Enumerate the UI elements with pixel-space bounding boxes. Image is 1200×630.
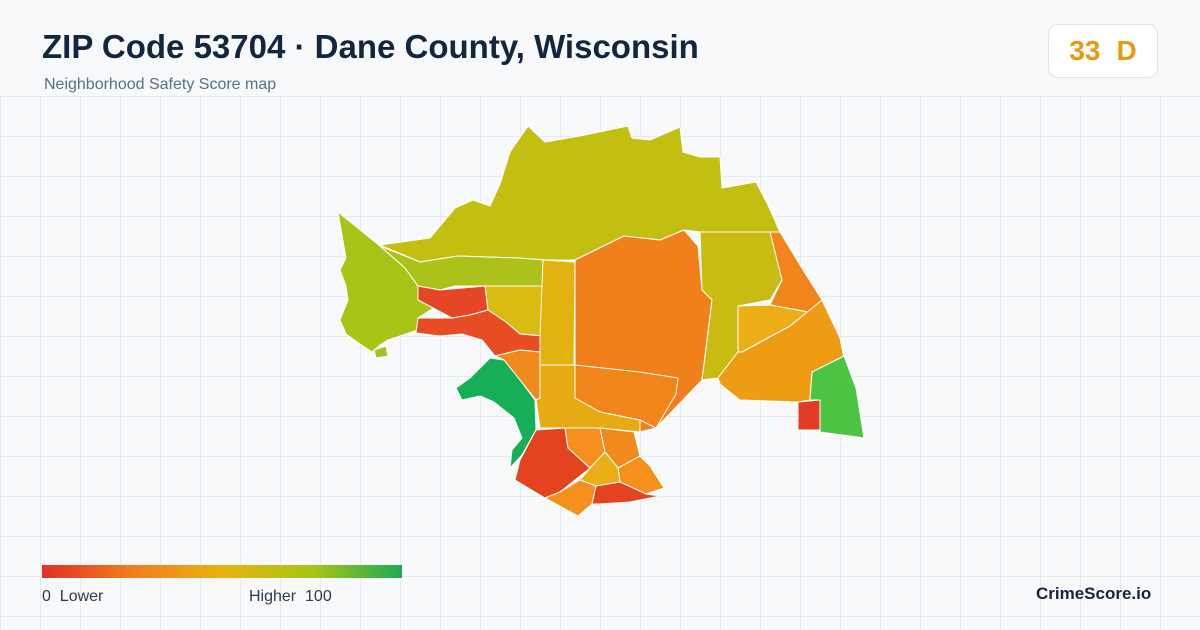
area-nw-small[interactable] [373,345,389,359]
legend-low-value: 0 [42,588,51,605]
page-title: ZIP Code 53704 · Dane County, Wisconsin [42,28,699,65]
page-subtitle: Neighborhood Safety Score map [44,76,277,93]
area-southeast-red[interactable] [797,399,821,431]
legend-low-label: 0 Lower [42,588,103,606]
area-southeast-green[interactable] [809,355,865,439]
legend-gradient [42,565,402,578]
legend-high-label: Higher 100 [249,588,332,606]
area-south-bottom-red[interactable] [591,481,661,505]
legend-low-text: Lower [59,588,104,605]
brand-logo[interactable]: CrimeScore.io [1036,584,1152,603]
area-center-yellow[interactable] [539,259,576,366]
legend-high-value: 100 [305,588,332,605]
safety-score-grade: D [1116,35,1137,66]
safety-score-value: 33 [1069,35,1101,66]
legend-high-text: Higher [249,588,297,605]
safety-score-badge: 33 D [1048,24,1158,78]
